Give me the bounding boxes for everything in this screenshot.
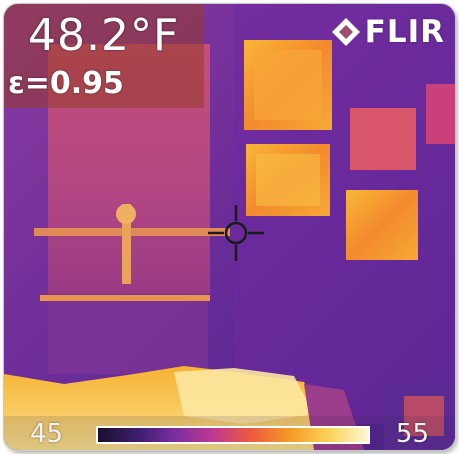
- scale-max-label: 55: [395, 419, 429, 449]
- flir-logo: FLIR: [331, 14, 445, 50]
- measurement-readout-panel: 48.2°F ε=0.95: [4, 4, 204, 108]
- spot-temperature: 48.2°F: [28, 10, 180, 61]
- scale-min-label: 45: [30, 419, 64, 449]
- crosshair-icon: [208, 205, 264, 261]
- emissivity-value: ε=0.95: [8, 66, 124, 101]
- temperature-scale-bar: 45 55: [4, 416, 455, 450]
- thermal-image-frame: 48.2°F ε=0.95 FLIR 45 55: [4, 4, 455, 450]
- thermal-image: [4, 4, 455, 450]
- flir-diamond-logo-icon: [331, 18, 360, 46]
- color-palette-gradient: [96, 426, 370, 444]
- brand-name: FLIR: [364, 14, 445, 50]
